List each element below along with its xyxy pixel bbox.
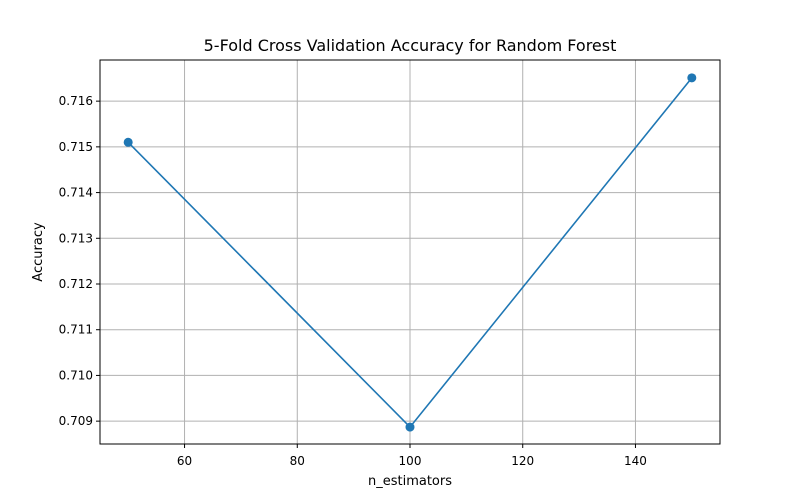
x-axis-ticks: 60 80 100 120 140 [177,444,647,468]
y-tick-label: 0.714 [59,186,93,200]
data-point [687,73,697,83]
y-tick-label: 0.712 [59,277,93,291]
y-tick-label: 0.715 [59,140,93,154]
y-tick-label: 0.716 [59,94,93,108]
x-tick-label: 140 [624,454,647,468]
y-tick-label: 0.710 [59,368,93,382]
x-tick-label: 120 [511,454,534,468]
grid [100,60,720,444]
data-point [405,422,415,432]
y-tick-label: 0.713 [59,231,93,245]
x-tick-label: 80 [290,454,305,468]
y-tick-label: 0.711 [59,323,93,337]
x-tick-label: 100 [399,454,422,468]
x-tick-label: 60 [177,454,192,468]
chart-title: 5-Fold Cross Validation Accuracy for Ran… [204,36,617,55]
x-axis-label: n_estimators [368,474,452,489]
data-point [123,137,133,147]
y-axis-label: Accuracy [31,222,46,282]
y-axis-ticks: 0.709 0.710 0.711 0.712 0.713 0.714 0.715 0.716 [59,94,100,428]
y-tick-label: 0.709 [59,414,93,428]
series-group [123,73,697,432]
